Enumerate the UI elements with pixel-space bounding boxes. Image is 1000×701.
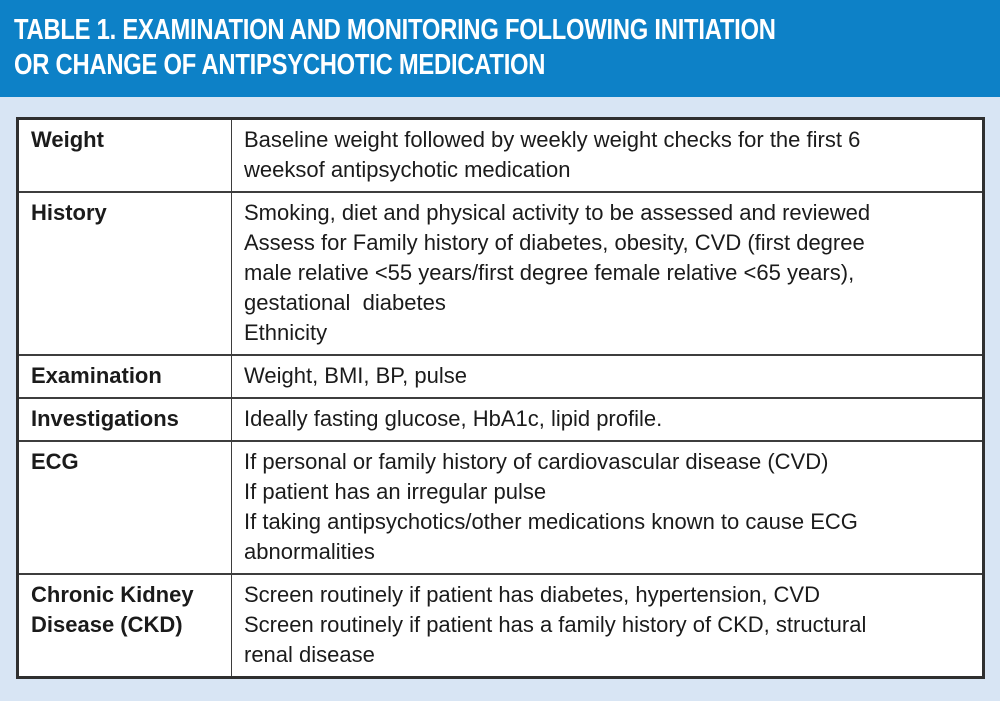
content-line: Screen routinely if patient has a family…: [244, 612, 867, 637]
row-label: ECG: [19, 442, 232, 573]
content-line: gestational diabetes: [244, 290, 446, 315]
content-line: Smoking, diet and physical activity to b…: [244, 200, 871, 225]
content-line: male relative <55 years/first degree fem…: [244, 260, 855, 285]
content-line: Weight, BMI, BP, pulse: [244, 363, 467, 388]
table-row: Chronic Kidney Disease (CKD) Screen routi…: [19, 573, 982, 676]
content-line: If taking antipsychotics/other medicatio…: [244, 509, 858, 534]
table-row: Examination Weight, BMI, BP, pulse: [19, 354, 982, 397]
table-row: Weight Baseline weight followed by weekly…: [19, 120, 982, 191]
content-line: Assess for Family history of diabetes, o…: [244, 230, 865, 255]
row-label: Investigations: [19, 399, 232, 440]
row-content: Ideally fasting glucose, HbA1c, lipid pr…: [232, 399, 982, 440]
row-content: If personal or family history of cardiov…: [232, 442, 982, 573]
table-row: ECG If personal or family history of card…: [19, 440, 982, 573]
table-title-line-2: OR CHANGE OF ANTIPSYCHOTIC MEDICATION: [14, 49, 546, 81]
row-content: Screen routinely if patient has diabetes…: [232, 575, 982, 676]
row-label: History: [19, 193, 232, 354]
content-line: Screen routinely if patient has diabetes…: [244, 582, 820, 607]
content-line: abnormalities: [244, 539, 375, 564]
row-content: Baseline weight followed by weekly weigh…: [232, 120, 982, 191]
monitoring-table: Weight Baseline weight followed by weekly…: [16, 117, 985, 679]
content-line: If patient has an irregular pulse: [244, 479, 547, 504]
row-label: Weight: [19, 120, 232, 191]
content-line: weeksof antipsychotic medication: [244, 157, 571, 182]
row-label: Chronic Kidney Disease (CKD): [19, 575, 232, 676]
content-line: If personal or family history of cardiov…: [244, 449, 829, 474]
row-label: Examination: [19, 356, 232, 397]
content-line: renal disease: [244, 642, 375, 667]
row-content: Weight, BMI, BP, pulse: [232, 356, 982, 397]
table-title-line-1: TABLE 1. EXAMINATION AND MONITORING FOLL…: [14, 14, 776, 46]
table-title-bar: TABLE 1. EXAMINATION AND MONITORING FOLL…: [0, 0, 1000, 97]
row-content: Smoking, diet and physical activity to b…: [232, 193, 982, 354]
table-row: Investigations Ideally fasting glucose, H…: [19, 397, 982, 440]
content-line: Ethnicity: [244, 320, 328, 345]
content-line: Baseline weight followed by weekly weigh…: [244, 127, 861, 152]
table-row: History Smoking, diet and physical activi…: [19, 191, 982, 354]
content-line: Ideally fasting glucose, HbA1c, lipid pr…: [244, 406, 663, 431]
